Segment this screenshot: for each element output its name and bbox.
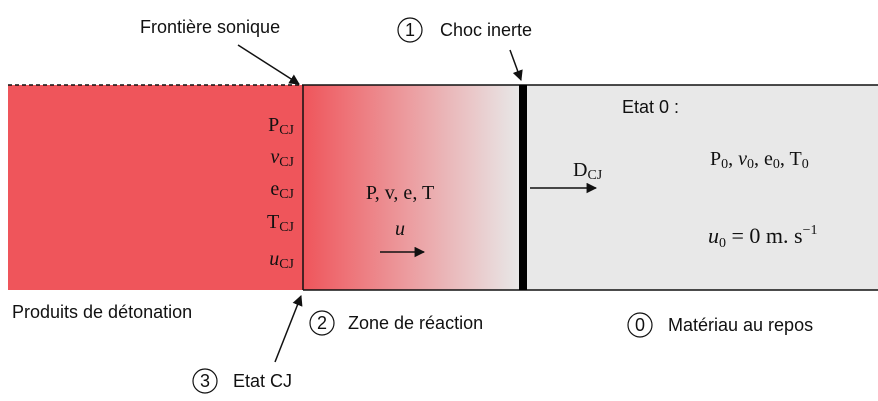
text-part: CJ [279, 220, 294, 235]
label: Frontière sonique [140, 17, 280, 37]
state0-title: Etat 0 : [622, 97, 679, 117]
shock-velocity: DCJ [573, 159, 603, 183]
label: Zone de réaction [348, 313, 483, 333]
text-part: v [738, 148, 747, 170]
number-circle [192, 368, 218, 394]
text-part: = 0 m. s [726, 223, 803, 248]
variable: vCJ [270, 146, 294, 170]
text-part: 0 [721, 157, 728, 172]
text-part: 0 [802, 157, 809, 172]
label: Etat CJ [233, 371, 292, 391]
variable: TCJ [267, 211, 295, 235]
label: Produits de détonation [12, 302, 192, 322]
text-part: 0 [773, 157, 780, 172]
text-part: , [780, 148, 790, 170]
text-part: v [270, 146, 279, 168]
arrow [237, 44, 300, 85]
number: 0 [635, 315, 645, 335]
number: 3 [200, 371, 210, 391]
number: 1 [405, 20, 415, 40]
number-circle [309, 310, 335, 336]
cj-variables: PCJ vCJ eCJ TCJ uCJ [267, 114, 295, 272]
text-part: e [764, 148, 773, 170]
label: Choc inerte [440, 20, 532, 40]
text-part: CJ [279, 257, 294, 272]
reaction-velocity: u [395, 218, 405, 240]
text-part: u [269, 248, 279, 270]
products-region [8, 85, 303, 290]
text-part: , [754, 148, 764, 170]
state0-velocity: u0 = 0 m. s−1 [708, 223, 818, 251]
text-part: T [267, 211, 279, 233]
text-part: D [573, 159, 587, 181]
arrow [509, 49, 523, 81]
text-part: u [708, 223, 719, 248]
variable: uCJ [269, 248, 294, 272]
text-part: CJ [587, 168, 602, 183]
text-part: e [270, 178, 279, 200]
text-part: 0 [747, 157, 754, 172]
state0-variables: P0, v0, e0, T0 [710, 148, 809, 172]
shock-bar [519, 85, 527, 290]
number-circle [627, 312, 653, 338]
text-part: T [790, 148, 802, 170]
number-circle [397, 17, 423, 43]
text-part: −1 [803, 223, 818, 238]
text-part: CJ [279, 155, 294, 170]
reaction-region [303, 85, 520, 290]
reaction-variables: P, v, e, T [366, 182, 434, 204]
text-part: P [268, 114, 279, 136]
label: Matériau au repos [668, 315, 813, 335]
text-part: CJ [279, 123, 294, 138]
text-part: P [710, 148, 721, 170]
variable: PCJ [268, 114, 294, 138]
number: 2 [317, 313, 327, 333]
text-part: , [728, 148, 738, 170]
text-part: 0 [719, 236, 726, 251]
text-part: CJ [279, 187, 294, 202]
arrow [274, 295, 303, 363]
variable: eCJ [270, 178, 294, 202]
